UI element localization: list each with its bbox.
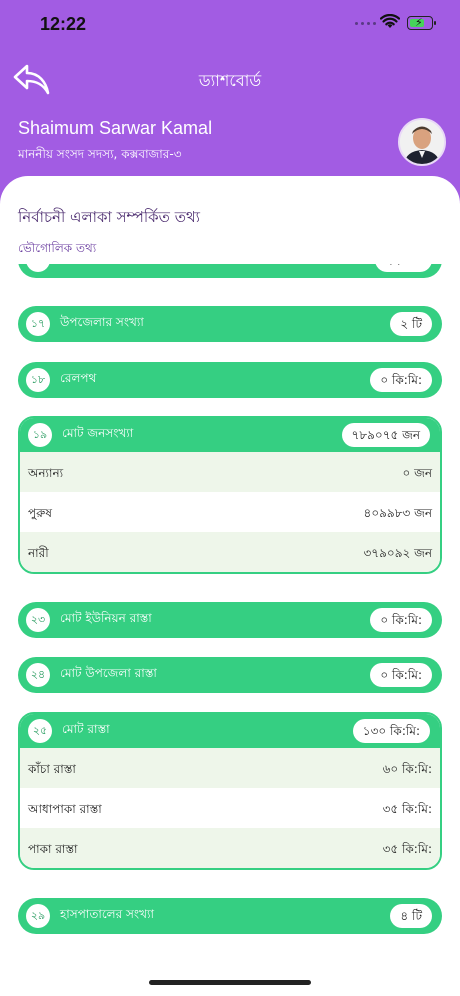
list-item[interactable]: ১৭ উপজেলার সংখ্যা ২ টি [18, 306, 442, 342]
item-label: রেলপথ [60, 371, 97, 385]
back-arrow-icon[interactable] [12, 62, 52, 98]
item-label: হাসপাতালের সংখ্যা [60, 907, 154, 921]
detail-row: পাকা রাস্তা ৩৫ কি:মি: [20, 828, 440, 868]
item-label: মোট ইউনিয়ন রাস্তা [60, 611, 152, 625]
item-label: মোট উপজেলা রাস্তা [60, 666, 157, 680]
item-value: ০ কি:মি: [370, 663, 432, 687]
detail-label: পুরুষ [28, 506, 52, 520]
person-icon [400, 120, 444, 164]
user-designation: মাননীয় সংসদ সদস্য, কক্সবাজার-৩ [18, 147, 182, 161]
item-value: ১৩০ কি:মি: [352, 719, 430, 743]
section-subtitle: ভৌগোলিক তথ্য [18, 241, 97, 255]
item-label: মোট জনসংখ্যা [62, 426, 134, 440]
detail-label: পাকা রাস্তা [28, 842, 78, 856]
info-list[interactable]: ১৬ ২২০ টি ১৭ উপজেলার সংখ্যা ২ টি ১৮ রেলপ… [0, 264, 460, 996]
item-value: ২২০ টি [374, 264, 432, 272]
detail-value: ৩৭৯০৯২ জন [363, 546, 433, 560]
population-card[interactable]: ১৯ মোট জনসংখ্যা ৭৮৯০৭৫ জন অন্যান্য ০ জন প… [18, 416, 442, 574]
user-name: Shaimum Sarwar Kamal [18, 118, 213, 138]
item-value: ০ কি:মি: [370, 368, 432, 392]
item-label: উপজেলার সংখ্যা [60, 315, 144, 329]
detail-row: নারী ৩৭৯০৯২ জন [20, 532, 440, 572]
detail-row: আধাপাকা রাস্তা ৩৫ কি:মি: [20, 788, 440, 828]
detail-label: নারী [28, 546, 49, 560]
avatar[interactable] [398, 118, 446, 166]
list-item[interactable]: ২৩ মোট ইউনিয়ন রাস্তা ০ কি:মি: [18, 602, 442, 638]
item-number: ১৬ [26, 264, 50, 272]
list-item[interactable]: ২৯ হাসপাতালের সংখ্যা ৪ টি [18, 898, 442, 934]
detail-value: ৬০ কি:মি: [382, 762, 432, 776]
section-title: নির্বাচনী এলাকা সম্পর্কিত তথ্য [18, 208, 201, 226]
list-item[interactable]: ১৬ ২২০ টি [18, 264, 442, 278]
card-header: ১৯ মোট জনসংখ্যা ৭৮৯০৭৫ জন [20, 418, 440, 452]
detail-row: অন্যান্য ০ জন [20, 452, 440, 492]
item-number: ২৯ [26, 904, 50, 928]
list-item[interactable]: ১৮ রেলপথ ০ কি:মি: [18, 362, 442, 398]
item-number: ২৪ [26, 663, 50, 687]
content-panel: নির্বাচনী এলাকা সম্পর্কিত তথ্য ভৌগোলিক ত… [0, 176, 460, 996]
status-time: 12:22 [40, 14, 87, 34]
roads-card[interactable]: ২৫ মোট রাস্তা ১৩০ কি:মি: কাঁচা রাস্তা ৬০ … [18, 712, 442, 870]
wifi-icon [380, 14, 400, 28]
detail-value: ৪০৯৯৮৩ জন [363, 506, 432, 520]
status-bar: 12:22 ⚡ [0, 0, 460, 52]
item-value: ৪ টি [390, 904, 432, 928]
detail-label: অন্যান্য [28, 466, 64, 480]
item-number: ১৮ [26, 368, 50, 392]
item-value: ২ টি [390, 312, 432, 336]
item-number: ১৯ [28, 423, 52, 447]
detail-value: ৩৫ কি:মি: [382, 842, 432, 856]
detail-value: ৩৫ কি:মি: [382, 802, 432, 816]
battery-icon: ⚡ [407, 16, 436, 30]
item-number: ১৭ [26, 312, 50, 336]
cellular-signal-icon [355, 22, 376, 25]
detail-row: পুরুষ ৪০৯৯৮৩ জন [20, 492, 440, 532]
detail-value: ০ জন [402, 466, 432, 480]
home-indicator[interactable] [149, 980, 311, 985]
card-header: ২৫ মোট রাস্তা ১৩০ কি:মি: [20, 714, 440, 748]
detail-label: কাঁচা রাস্তা [28, 762, 76, 776]
item-value: ০ কি:মি: [370, 608, 432, 632]
item-number: ২৫ [28, 719, 52, 743]
detail-row: কাঁচা রাস্তা ৬০ কি:মি: [20, 748, 440, 788]
page-title: ড্যাশবোর্ড [198, 71, 262, 90]
detail-label: আধাপাকা রাস্তা [28, 802, 102, 816]
item-number: ২৩ [26, 608, 50, 632]
item-value: ৭৮৯০৭৫ জন [341, 423, 430, 447]
item-label: মোট রাস্তা [62, 722, 110, 736]
list-item[interactable]: ২৪ মোট উপজেলা রাস্তা ০ কি:মি: [18, 657, 442, 693]
